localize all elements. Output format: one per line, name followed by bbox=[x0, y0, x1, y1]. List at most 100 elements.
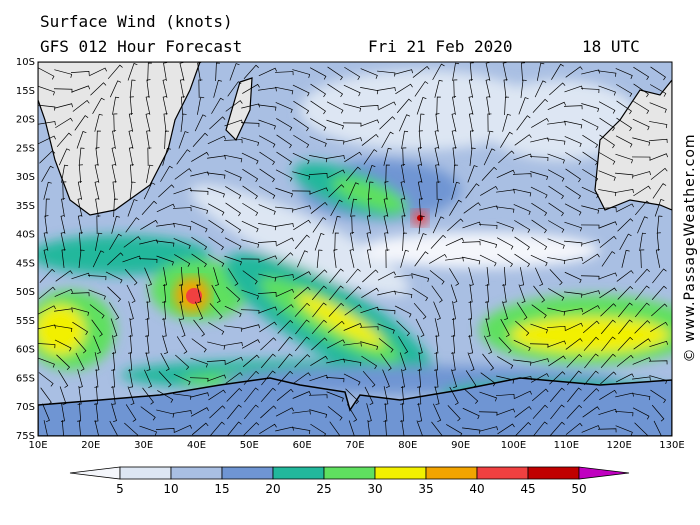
wind-barb bbox=[198, 79, 203, 99]
wind-barb bbox=[361, 287, 379, 299]
wind-barb bbox=[142, 387, 154, 405]
wind-barb bbox=[156, 203, 175, 213]
wind-barb bbox=[309, 187, 329, 195]
wind-barb bbox=[147, 62, 152, 82]
wind-barb bbox=[429, 253, 447, 264]
wind-barb bbox=[294, 234, 310, 250]
wind-barb bbox=[180, 301, 185, 320]
wind-barb bbox=[276, 134, 292, 149]
wind-barb bbox=[38, 357, 55, 368]
lat-label: 70S bbox=[16, 402, 35, 413]
wind-barb bbox=[385, 164, 390, 184]
wind-barb bbox=[129, 369, 134, 388]
wind-barb bbox=[157, 390, 174, 403]
wind-barb bbox=[77, 198, 83, 217]
wind-barb bbox=[516, 302, 528, 320]
wind-barb bbox=[278, 336, 293, 352]
subtitle: GFS 012 Hour Forecast bbox=[40, 37, 242, 56]
wind-barb bbox=[360, 119, 380, 127]
wind-barb bbox=[565, 338, 583, 350]
wind-barb bbox=[615, 172, 634, 179]
wind-barb bbox=[176, 149, 191, 165]
wind-barb bbox=[381, 131, 394, 149]
wind-barb bbox=[632, 407, 650, 420]
wind-barb bbox=[173, 373, 191, 386]
wind-barb bbox=[616, 117, 633, 132]
wind-barb bbox=[111, 368, 116, 388]
wind-barb bbox=[226, 286, 241, 302]
wind-barb bbox=[464, 388, 479, 404]
wind-barb bbox=[190, 205, 209, 215]
wind-barb bbox=[343, 359, 362, 367]
wind-barb bbox=[125, 217, 140, 233]
wind-barb bbox=[38, 324, 56, 330]
wind-barb bbox=[225, 100, 243, 112]
wind-barb bbox=[502, 267, 507, 286]
wind-barb bbox=[598, 85, 616, 96]
wind-barb bbox=[451, 369, 458, 388]
colorbar-swatch bbox=[476, 466, 529, 480]
wind-barb bbox=[95, 198, 100, 217]
wind-barb bbox=[39, 268, 55, 283]
colorbar-swatch bbox=[527, 466, 580, 480]
colorbar-low bbox=[69, 466, 121, 480]
wind-barb bbox=[615, 135, 633, 148]
wind-barb bbox=[367, 420, 371, 436]
wind-barb bbox=[146, 130, 151, 149]
lon-label: 40E bbox=[187, 440, 206, 451]
wind-barb bbox=[498, 150, 515, 164]
lon-label: 20E bbox=[81, 440, 100, 451]
wind-barb bbox=[652, 183, 667, 199]
colorbar: 5 10 15 20 25 30 35 40 45 50 bbox=[69, 466, 630, 496]
wind-barb bbox=[366, 403, 372, 422]
wind-barb bbox=[144, 369, 153, 389]
wind-barb bbox=[479, 426, 498, 432]
wind-barb bbox=[503, 79, 508, 98]
wind-barb bbox=[93, 335, 101, 355]
wind-barb bbox=[209, 405, 226, 419]
wind-barb bbox=[207, 203, 225, 216]
wind-barb bbox=[326, 101, 344, 114]
wind-barb bbox=[359, 326, 379, 331]
wind-barb bbox=[462, 427, 481, 434]
wind-barb bbox=[451, 335, 456, 354]
wind-barb bbox=[73, 337, 87, 354]
wind-barb bbox=[467, 352, 475, 372]
wind-barb bbox=[487, 113, 492, 133]
wind-barb bbox=[122, 255, 142, 263]
wind-barb bbox=[399, 352, 407, 372]
colorbar-swatch bbox=[119, 466, 172, 480]
wind-barb bbox=[54, 308, 73, 313]
wind-barb bbox=[275, 206, 294, 213]
wind-barb bbox=[598, 206, 617, 211]
wind-barb bbox=[632, 137, 651, 146]
wind-barb bbox=[275, 288, 295, 298]
wind-barb bbox=[343, 373, 361, 386]
wind-barb bbox=[276, 388, 294, 401]
wind-barb bbox=[91, 319, 103, 337]
wind-barb bbox=[123, 236, 141, 248]
wind-barb bbox=[649, 340, 669, 348]
wind-barb bbox=[156, 223, 175, 228]
wind-barb bbox=[532, 404, 548, 419]
wind-barb bbox=[513, 188, 532, 197]
wind-barb bbox=[564, 240, 583, 247]
wind-barb bbox=[344, 304, 362, 316]
wind-barb bbox=[653, 420, 662, 436]
wind-barb bbox=[433, 301, 441, 321]
wind-barb bbox=[38, 67, 55, 80]
wind-barb bbox=[416, 420, 423, 436]
wind-barb bbox=[293, 134, 310, 149]
wind-barb bbox=[496, 189, 515, 194]
wind-barb bbox=[549, 421, 565, 436]
wind-barb bbox=[377, 70, 396, 77]
wind-barb bbox=[582, 253, 600, 265]
wind-barb bbox=[190, 407, 209, 417]
wind-barb bbox=[546, 325, 566, 330]
wind-barb bbox=[241, 239, 260, 248]
wind-barb bbox=[138, 258, 158, 263]
wind-barb bbox=[351, 215, 356, 235]
wind-barb bbox=[434, 335, 439, 354]
wind-barb bbox=[243, 370, 259, 385]
wind-barb bbox=[196, 96, 205, 115]
